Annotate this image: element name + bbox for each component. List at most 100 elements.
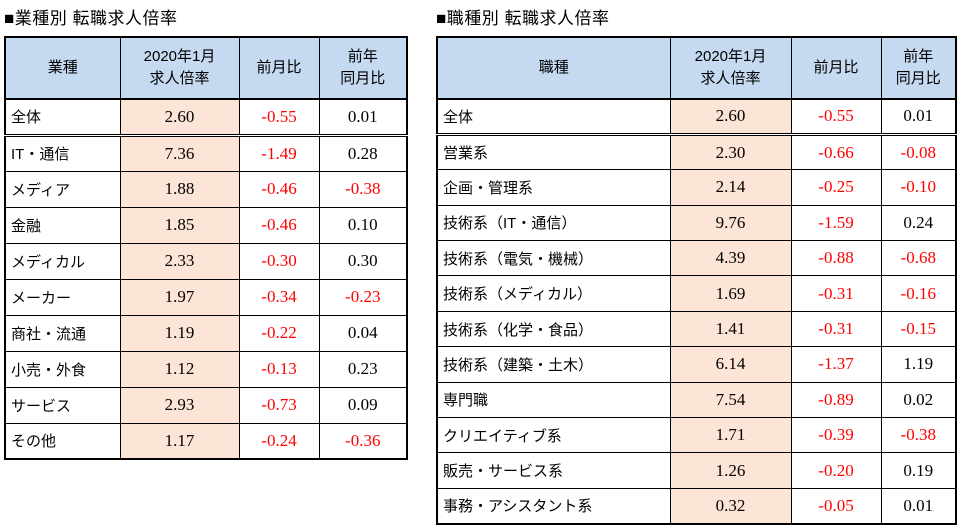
ratio-value-cell: 1.97	[119, 278, 240, 316]
row-label-cell: 全体	[4, 98, 121, 137]
table-row: 全体 2.60 -0.55 0.01	[436, 98, 957, 136]
ratio-value-cell: 7.54	[669, 381, 792, 419]
row-label-cell: 商社・流通	[4, 314, 121, 352]
mom-value-cell: -0.31	[790, 275, 882, 312]
mom-value-cell: -0.39	[790, 417, 882, 454]
row-label-cell: 技術系（IT・通信）	[436, 204, 671, 242]
yoy-value-cell: -0.08	[880, 133, 957, 171]
ratio-value-cell: 1.71	[669, 417, 792, 454]
mom-value-cell: -1.49	[238, 134, 320, 172]
occupation-table: 職種 2020年1月 求人倍率 前月比 前年 同月比 全体 2.60 -0.55 0.…	[436, 36, 957, 525]
row-label-cell: 技術系（化学・食品）	[436, 310, 671, 348]
yoy-value-cell: 0.24	[880, 204, 957, 242]
ratio-value-cell: 2.60	[119, 98, 240, 137]
ratio-value-cell: 2.60	[669, 98, 792, 136]
table-row: メディカル 2.33 -0.30 0.30	[4, 242, 408, 280]
yoy-value-cell: 1.19	[880, 346, 957, 383]
ratio-column-header: 2020年1月 求人倍率	[669, 36, 792, 100]
row-label-cell: 営業系	[436, 133, 671, 171]
mom-value-cell: -0.34	[238, 278, 320, 316]
ratio-value-cell: 1.19	[119, 314, 240, 352]
table-row: 営業系 2.30 -0.66 -0.08	[436, 133, 957, 171]
mom-value-cell: -0.24	[238, 422, 320, 460]
row-label-cell: 小売・外食	[4, 350, 121, 388]
mom-value-cell: -0.13	[238, 350, 320, 388]
table-row: 販売・サービス系 1.26 -0.20 0.19	[436, 452, 957, 489]
mom-column-header: 前月比	[790, 36, 882, 100]
yoy-value-cell: -0.38	[880, 417, 957, 454]
table-row: メーカー 1.97 -0.34 -0.23	[4, 278, 408, 316]
mom-value-cell: -0.30	[238, 242, 320, 280]
yoy-value-cell: -0.68	[880, 240, 957, 277]
table-row: クリエイティブ系 1.71 -0.39 -0.38	[436, 417, 957, 454]
yoy-value-cell: -0.10	[880, 169, 957, 206]
row-label-cell: 企画・管理系	[436, 169, 671, 206]
ratio-value-cell: 1.12	[119, 350, 240, 388]
ratio-value-cell: 7.36	[119, 134, 240, 172]
table-row: 技術系（建築・土木） 6.14 -1.37 1.19	[436, 346, 957, 383]
mom-value-cell: -0.46	[238, 170, 320, 208]
table-row: 事務・アシスタント系 0.32 -0.05 0.01	[436, 487, 957, 525]
row-label-cell: 技術系（電気・機械）	[436, 240, 671, 277]
row-label-cell: 金融	[4, 206, 121, 244]
row-label-cell: サービス	[4, 386, 121, 424]
industry-column-header: 業種	[4, 36, 121, 100]
industry-table-section: ■業種別 転職求人倍率 業種 2020年1月 求人倍率 前月比 前年 同月比 全…	[4, 4, 408, 460]
ratio-value-cell: 1.69	[669, 275, 792, 312]
mom-value-cell: -0.46	[238, 206, 320, 244]
ratio-value-cell: 2.30	[669, 133, 792, 171]
yoy-value-cell: 0.10	[318, 206, 408, 244]
mom-value-cell: -0.88	[790, 240, 882, 277]
yoy-value-cell: 0.23	[318, 350, 408, 388]
yoy-value-cell: -0.23	[318, 278, 408, 316]
row-label-cell: メディカル	[4, 242, 121, 280]
industry-header-row: 業種 2020年1月 求人倍率 前月比 前年 同月比	[4, 36, 408, 100]
table-row: 小売・外食 1.12 -0.13 0.23	[4, 350, 408, 388]
row-label-cell: IT・通信	[4, 134, 121, 172]
industry-table-title: ■業種別 転職求人倍率	[4, 9, 178, 28]
occupation-header-row: 職種 2020年1月 求人倍率 前月比 前年 同月比	[436, 36, 957, 100]
row-label-cell: メディア	[4, 170, 121, 208]
mom-value-cell: -0.55	[790, 98, 882, 136]
ratio-value-cell: 6.14	[669, 346, 792, 383]
row-label-cell: 技術系（メディカル）	[436, 275, 671, 312]
ratio-value-cell: 1.26	[669, 452, 792, 489]
row-label-cell: 技術系（建築・土木）	[436, 346, 671, 383]
table-row: 全体 2.60 -0.55 0.01	[4, 98, 408, 137]
mom-value-cell: -0.05	[790, 487, 882, 525]
mom-value-cell: -0.25	[790, 169, 882, 206]
mom-value-cell: -0.89	[790, 381, 882, 419]
mom-column-header: 前月比	[238, 36, 320, 100]
yoy-value-cell: 0.01	[880, 487, 957, 525]
ratio-value-cell: 2.33	[119, 242, 240, 280]
yoy-column-header: 前年 同月比	[880, 36, 957, 100]
table-row: IT・通信 7.36 -1.49 0.28	[4, 134, 408, 172]
yoy-value-cell: -0.36	[318, 422, 408, 460]
ratio-value-cell: 4.39	[669, 240, 792, 277]
occupation-column-header: 職種	[436, 36, 671, 100]
mom-value-cell: -1.37	[790, 346, 882, 383]
table-row: 技術系（IT・通信） 9.76 -1.59 0.24	[436, 204, 957, 242]
table-row: 商社・流通 1.19 -0.22 0.04	[4, 314, 408, 352]
row-label-cell: 事務・アシスタント系	[436, 487, 671, 525]
ratio-value-cell: 9.76	[669, 204, 792, 242]
yoy-value-cell: -0.15	[880, 310, 957, 348]
table-row: 技術系（メディカル） 1.69 -0.31 -0.16	[436, 275, 957, 312]
ratio-value-cell: 2.93	[119, 386, 240, 424]
occupation-table-title: ■職種別 転職求人倍率	[436, 9, 610, 28]
ratio-value-cell: 1.85	[119, 206, 240, 244]
table-row: 技術系（化学・食品） 1.41 -0.31 -0.15	[436, 310, 957, 348]
mom-value-cell: -0.66	[790, 133, 882, 171]
row-label-cell: クリエイティブ系	[436, 417, 671, 454]
table-row: 金融 1.85 -0.46 0.10	[4, 206, 408, 244]
table-row: その他 1.17 -0.24 -0.36	[4, 422, 408, 460]
row-label-cell: その他	[4, 422, 121, 460]
table-row: 専門職 7.54 -0.89 0.02	[436, 381, 957, 419]
mom-value-cell: -0.20	[790, 452, 882, 489]
occupation-table-section: ■職種別 転職求人倍率 職種 2020年1月 求人倍率 前月比 前年 同月比 全…	[436, 4, 957, 525]
yoy-value-cell: 0.04	[318, 314, 408, 352]
row-label-cell: 全体	[436, 98, 671, 136]
yoy-value-cell: 0.09	[318, 386, 408, 424]
yoy-value-cell: 0.28	[318, 134, 408, 172]
yoy-value-cell: 0.30	[318, 242, 408, 280]
